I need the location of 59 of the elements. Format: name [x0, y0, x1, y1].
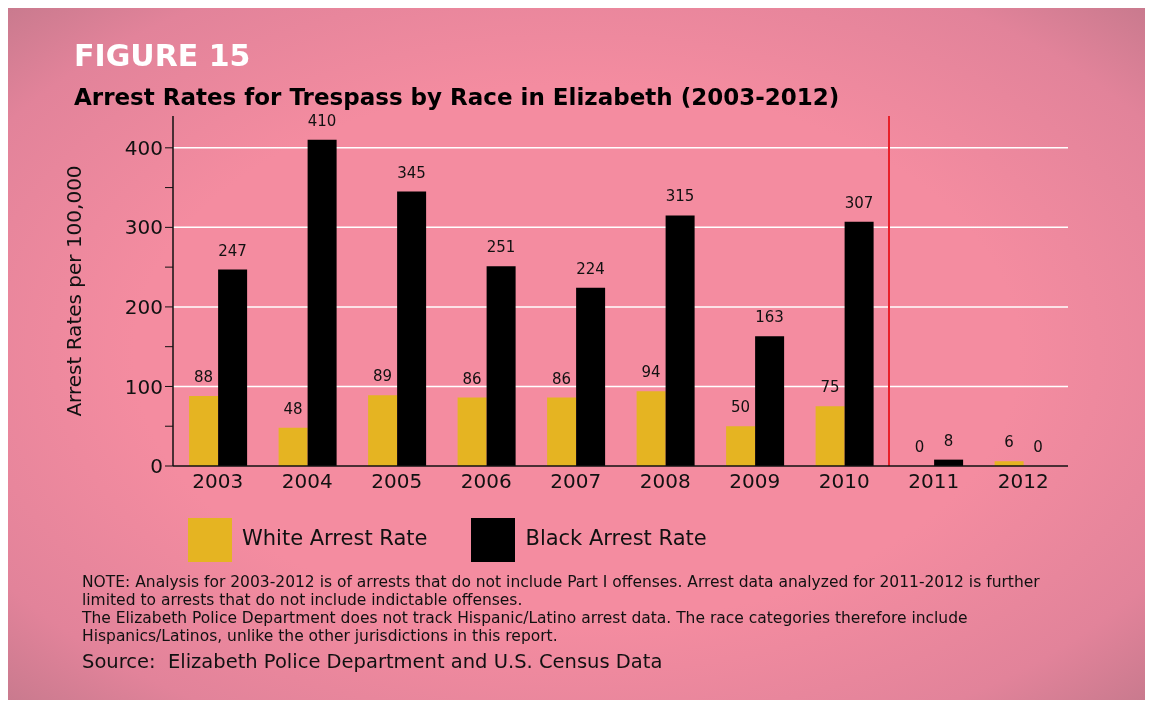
y-tick-label: 0 [150, 454, 163, 479]
data-label: 94 [641, 363, 661, 382]
data-label: 163 [755, 308, 784, 327]
bar [665, 215, 695, 466]
data-label: 345 [397, 163, 426, 182]
x-tick-label: 2004 [281, 469, 333, 494]
x-tick-label: 2009 [729, 469, 781, 494]
x-tick-label: 2005 [371, 469, 423, 494]
x-tick-label: 2007 [550, 469, 602, 494]
bar [307, 139, 337, 466]
bar [844, 221, 874, 466]
data-label: 89 [373, 367, 393, 386]
data-label: 307 [844, 193, 874, 212]
data-label: 247 [218, 241, 247, 260]
bar [755, 336, 785, 466]
bar [486, 266, 516, 466]
data-label: 8 [943, 431, 954, 450]
x-tick-label: 2008 [639, 469, 691, 494]
data-label: 86 [552, 369, 572, 388]
legend-label: White Arrest Rate [242, 525, 428, 550]
y-axis-title: Arrest Rates per 100,000 [62, 165, 87, 417]
data-label: 315 [665, 187, 695, 206]
bar [397, 191, 427, 466]
x-tick-label: 2012 [997, 469, 1049, 494]
y-tick-label: 100 [124, 374, 163, 399]
y-tick-label: 200 [124, 295, 163, 320]
x-tick-label: 2011 [908, 469, 960, 494]
caption: FIGURE 15 [74, 38, 251, 73]
bar [368, 395, 398, 466]
x-tick-label: 2010 [818, 469, 870, 494]
bar [457, 397, 487, 466]
source-note: Source: Elizabeth Police Department and U.S. Census Data [82, 650, 664, 673]
data-label: 6 [1004, 433, 1014, 452]
text: The Elizabeth Police Department does not track Hispanic/Latino arrest data. The race categories therefore include Hispanics/Latinos, unlike the other jurisdictions in this report. [82, 609, 969, 645]
bar [547, 397, 577, 466]
data-label: 410 [307, 111, 337, 130]
chart-title: Arrest Rates for Trespass by Race in Elizabeth (2003-2012) [74, 84, 840, 110]
data-label: 86 [462, 369, 482, 388]
text: NOTE: Analysis for 2003-2012 is of arrests that do not include Part I offenses. Arrest data analyzed for 2011-2012 is further limited to arrests that do not include indictable offenses. [82, 573, 1041, 609]
bar [726, 426, 756, 466]
bar [576, 287, 606, 466]
bar [636, 391, 666, 466]
bar [815, 406, 845, 466]
legend-label: Black Arrest Rate [525, 525, 707, 550]
data-label: 88 [194, 368, 214, 386]
data-label: 224 [576, 259, 605, 278]
bar [189, 396, 219, 466]
x-tick-label: 2006 [460, 469, 512, 494]
data-label: 75 [820, 378, 840, 397]
bar [218, 269, 248, 466]
data-label: 48 [283, 399, 303, 418]
data-label: 50 [731, 398, 751, 417]
y-tick-label: 300 [124, 215, 163, 240]
data-label: 251 [486, 238, 516, 257]
y-tick-label: 400 [124, 135, 163, 160]
x-tick-label: 2003 [192, 469, 244, 494]
data-label: 0 [914, 437, 925, 456]
bar [278, 427, 308, 466]
data-label: 0 [1033, 437, 1043, 456]
